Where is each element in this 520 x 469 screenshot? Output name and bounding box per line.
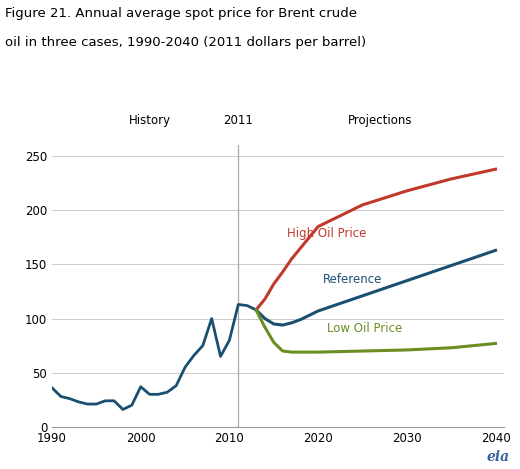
Text: 2011: 2011 — [224, 113, 253, 127]
Text: Reference: Reference — [322, 273, 382, 286]
Text: Low Oil Price: Low Oil Price — [327, 322, 402, 335]
Text: oil in three cases, 1990-2040 (2011 dollars per barrel): oil in three cases, 1990-2040 (2011 doll… — [5, 36, 366, 49]
Text: Figure 21. Annual average spot price for Brent crude: Figure 21. Annual average spot price for… — [5, 7, 357, 20]
Text: Projections: Projections — [348, 113, 412, 127]
Text: History: History — [128, 113, 171, 127]
Text: High Oil Price: High Oil Price — [287, 227, 367, 240]
Text: eia: eia — [487, 450, 510, 464]
